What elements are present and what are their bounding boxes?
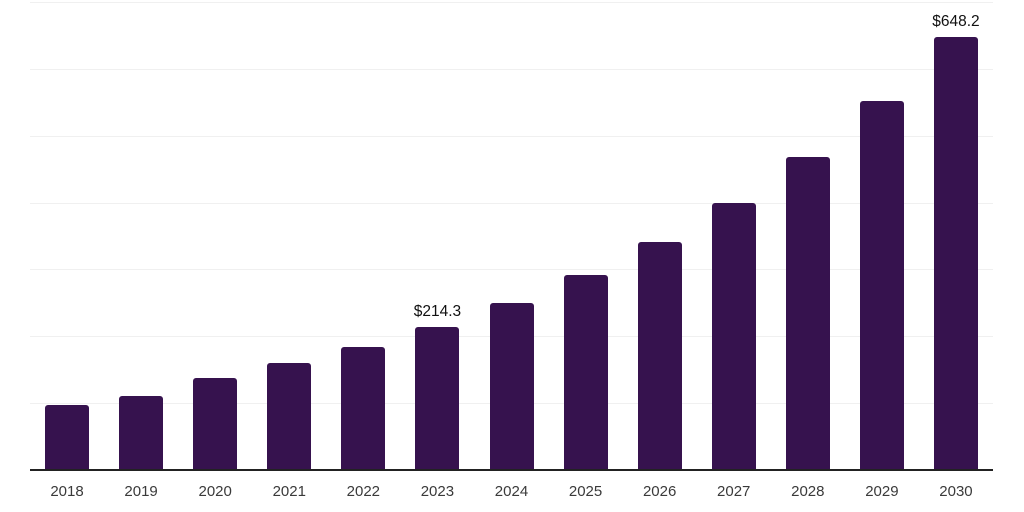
x-tick-label-2022: 2022 <box>346 483 381 500</box>
gridline-700 <box>30 2 993 3</box>
x-tick-label-2018: 2018 <box>50 483 84 500</box>
x-axis-labels: 2018 2019 2020 2021 2022 2023 2024 2025 2026 2027… <box>30 483 993 505</box>
bar-2018 <box>45 405 90 470</box>
gridline-500 <box>30 135 993 137</box>
bar-2022 <box>341 346 386 470</box>
x-tick-label-2029: 2029 <box>865 483 899 500</box>
bar-2026 <box>637 242 682 470</box>
bar-2030 <box>933 36 978 470</box>
bar-2024 <box>489 302 534 470</box>
x-tick-label-2026: 2026 <box>642 483 677 500</box>
x-tick-label-2028: 2028 <box>791 483 825 500</box>
bar-2027 <box>711 203 756 470</box>
gridline-300 <box>30 269 993 271</box>
x-tick-label-2021: 2021 <box>272 483 306 500</box>
bar-2019 <box>119 395 164 470</box>
value-label-2030: $648.2 <box>932 12 980 30</box>
value-label-2023: $214.3 <box>413 302 462 320</box>
gridline-400 <box>30 202 993 204</box>
bar-2025 <box>563 274 608 470</box>
x-tick-label-2020: 2020 <box>198 483 232 500</box>
x-axis-line <box>30 469 993 471</box>
x-tick-label-2027: 2027 <box>717 483 751 500</box>
plot-area: $214.3 $648.2 <box>30 2 993 471</box>
bar-2029 <box>859 100 904 470</box>
x-tick-label-2030: 2030 <box>939 483 973 500</box>
bar-2023 <box>415 326 460 470</box>
x-tick-label-2025: 2025 <box>568 483 603 500</box>
x-tick-label-2019: 2019 <box>124 483 158 500</box>
gridline-600 <box>30 68 993 70</box>
x-tick-label-2024: 2024 <box>494 483 529 500</box>
x-tick-label-2023: 2023 <box>420 483 455 500</box>
bar-2021 <box>267 363 312 470</box>
bar-2028 <box>785 157 830 470</box>
bar-2020 <box>193 377 238 470</box>
